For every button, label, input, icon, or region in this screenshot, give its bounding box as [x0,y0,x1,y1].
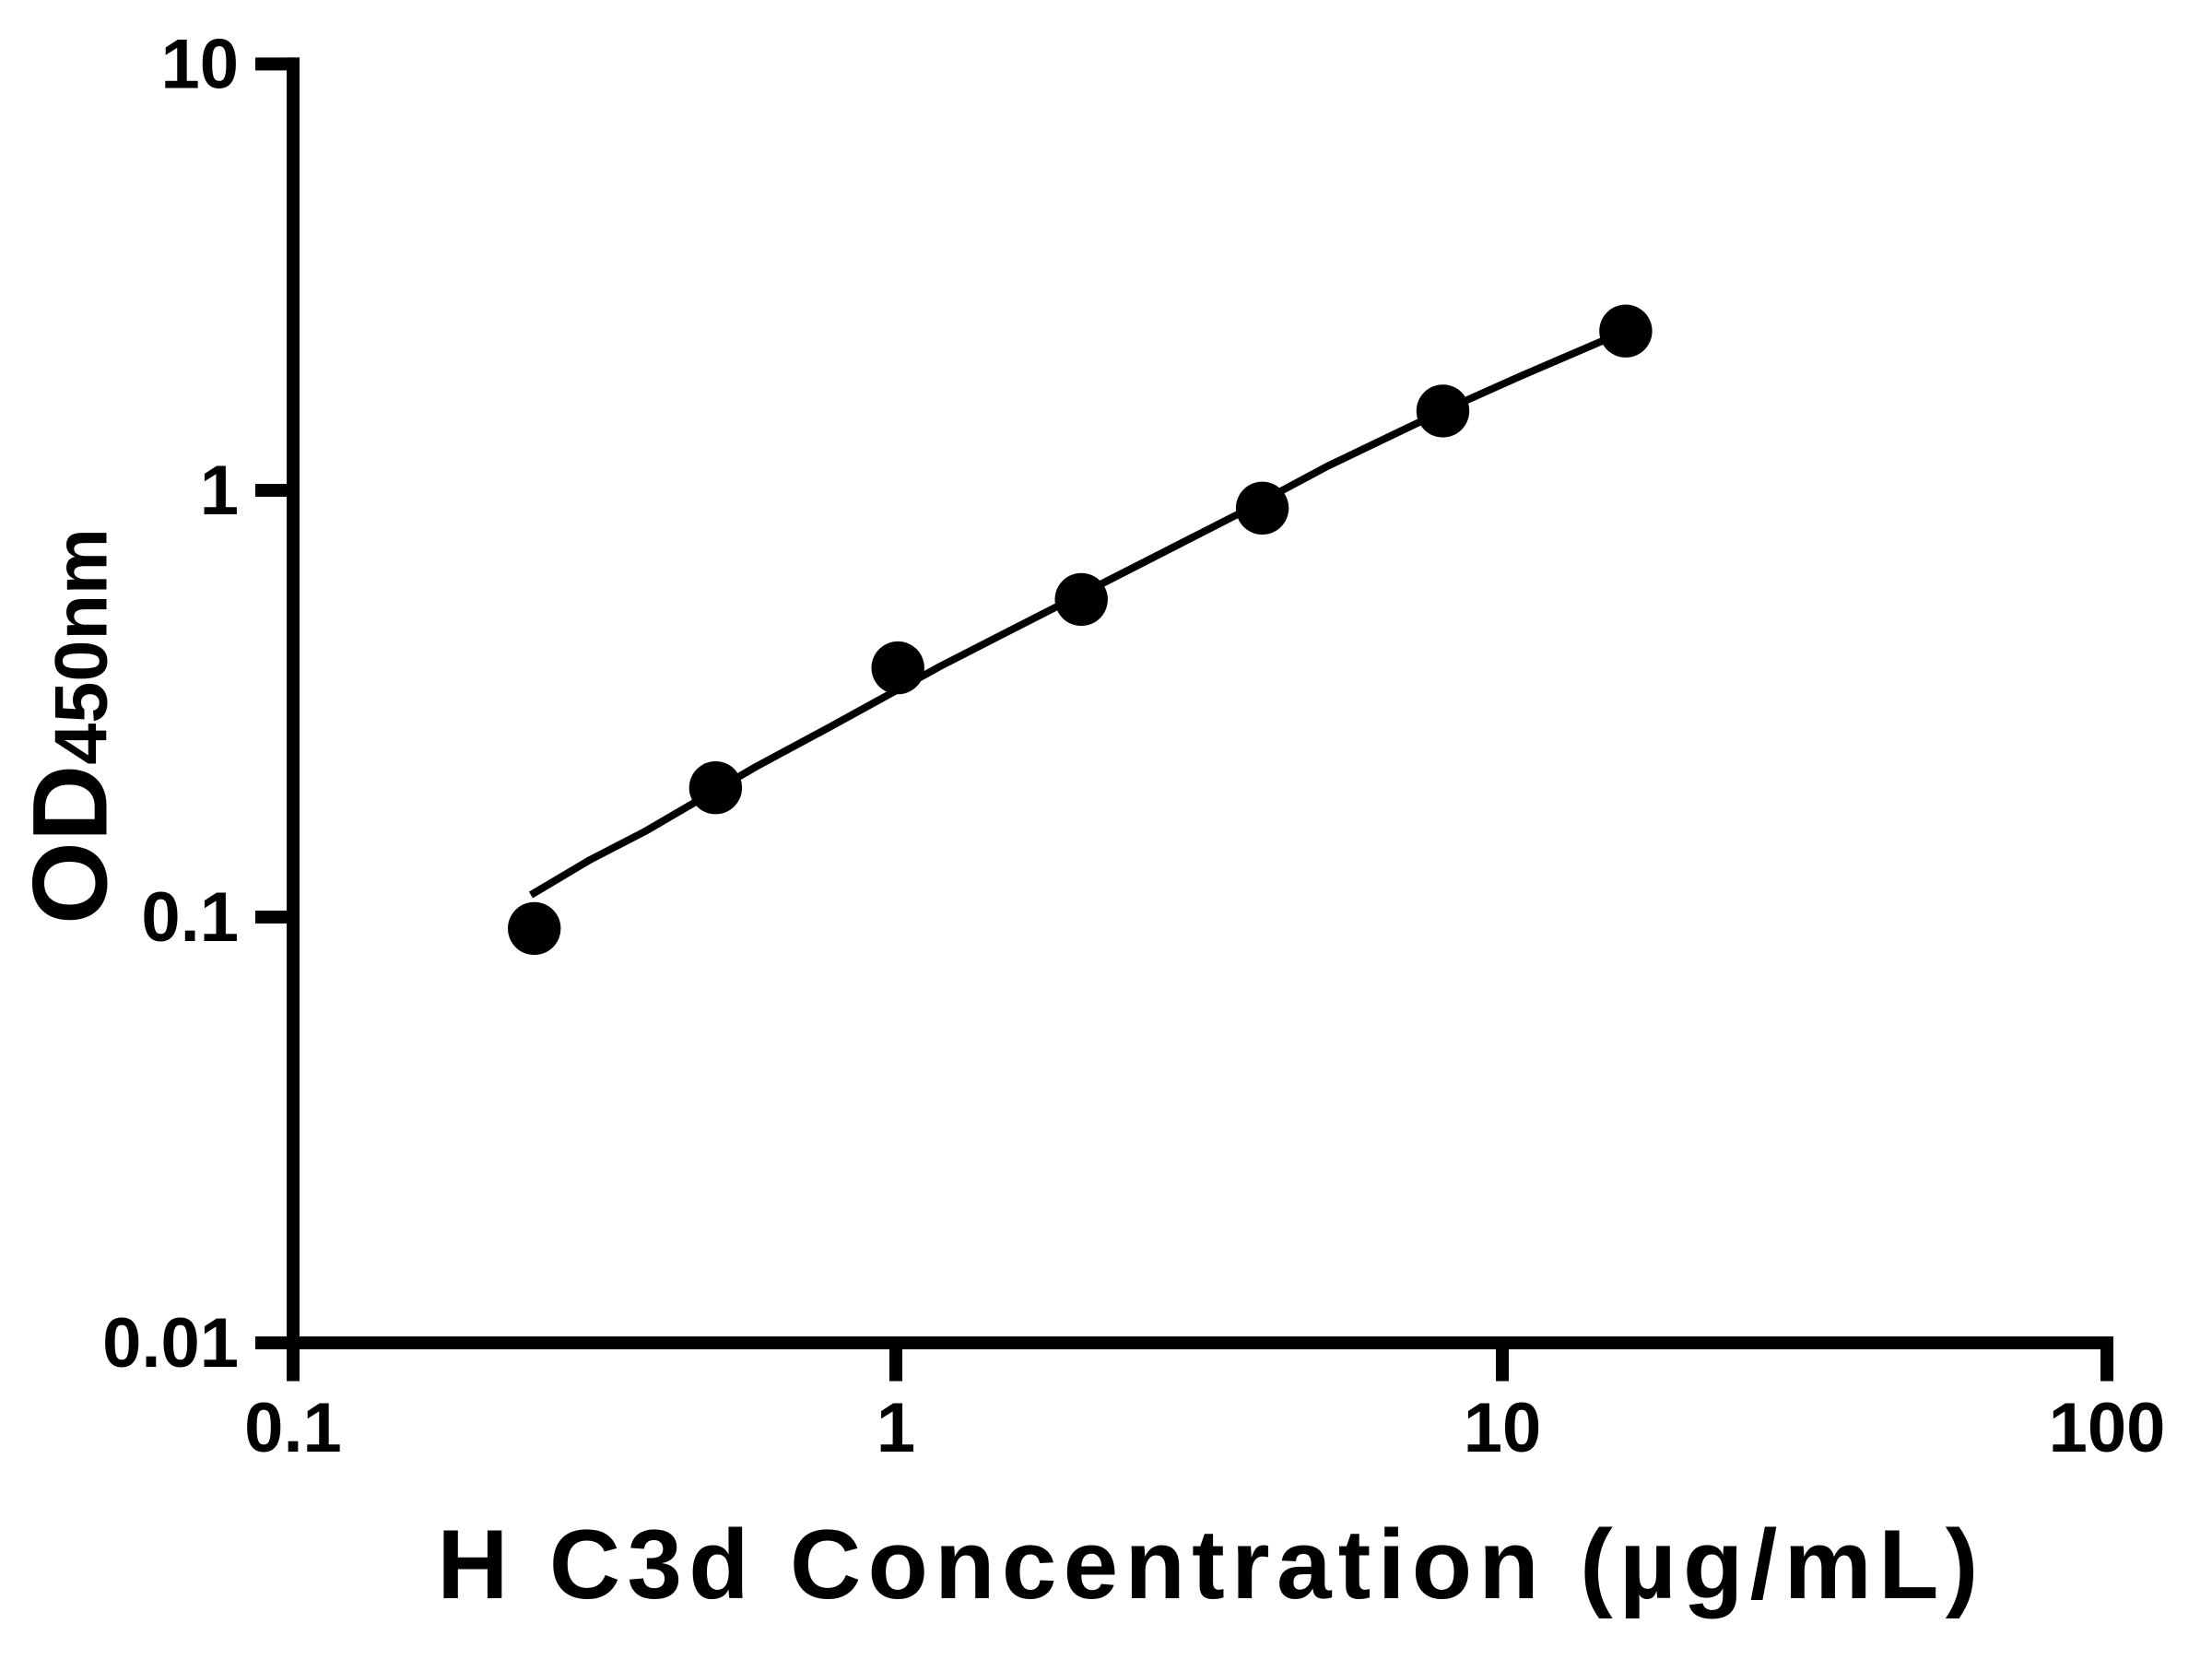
svg-text:1: 1 [200,452,239,530]
svg-text:OD450nm: OD450nm [11,528,130,924]
svg-text:1: 1 [877,1389,915,1467]
svg-text:0.01: 0.01 [102,1304,239,1382]
svg-text:0.1: 0.1 [244,1389,342,1467]
svg-text:0.1: 0.1 [141,878,239,957]
svg-text:10: 10 [1464,1389,1542,1467]
svg-text:10: 10 [160,26,239,104]
svg-text:100: 100 [2049,1389,2166,1467]
svg-text:H C3d Concentration (µg/mL): H C3d Concentration (µg/mL) [437,1509,1984,1619]
